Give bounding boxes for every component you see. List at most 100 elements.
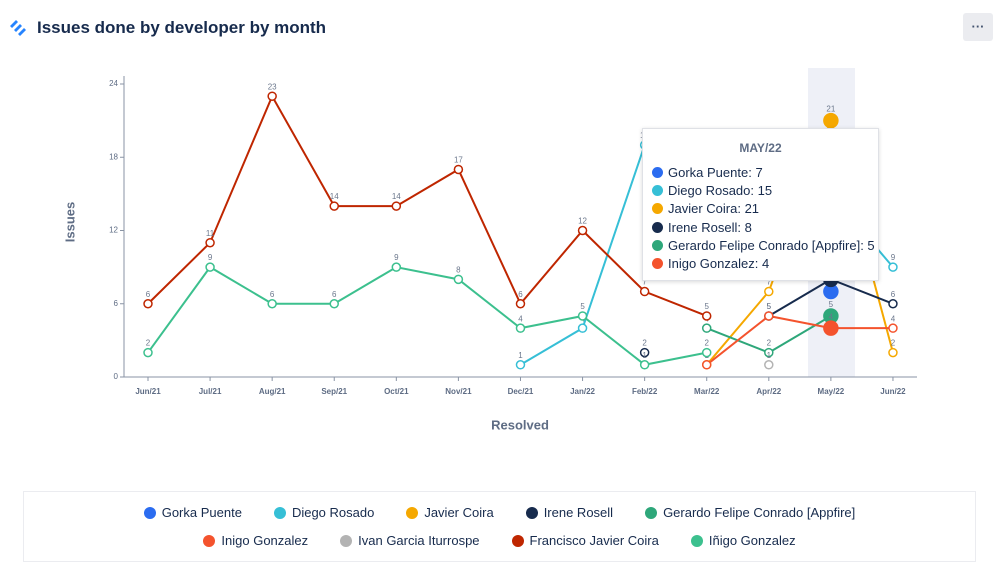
legend-item[interactable]: Inigo Gonzalez xyxy=(203,533,308,548)
data-label: 6 xyxy=(891,290,896,299)
tooltip-text: Javier Coira: 21 xyxy=(668,201,760,217)
data-label: 21 xyxy=(826,105,835,114)
legend-dot xyxy=(525,506,538,519)
y-axis-title: Issues xyxy=(62,202,77,242)
data-point xyxy=(764,286,774,297)
data-point xyxy=(267,299,277,309)
legend-item[interactable]: Iñigo Gonzalez xyxy=(690,533,796,548)
legend: Gorka Puente Diego Rosado Javier Coira Iren… xyxy=(23,491,976,562)
legend-dot xyxy=(406,506,419,519)
legend-dot xyxy=(340,534,353,547)
data-point xyxy=(701,347,712,358)
data-point xyxy=(391,262,402,272)
data-point xyxy=(764,311,774,321)
data-label: 1 xyxy=(642,351,647,360)
data-point xyxy=(764,347,774,358)
data-point xyxy=(329,201,339,211)
data-label: 5 xyxy=(829,300,834,309)
legend-item[interactable]: Irene Rosell xyxy=(525,505,613,520)
data-label: 5 xyxy=(767,302,772,311)
x-tick-label: May/22 xyxy=(818,387,845,396)
data-point xyxy=(577,225,588,236)
legend-item[interactable]: Francisco Javier Coira xyxy=(511,533,659,548)
data-point xyxy=(701,323,712,333)
legend-item[interactable]: Javier Coira xyxy=(406,505,494,520)
legend-label: Iñigo Gonzalez xyxy=(708,533,796,548)
data-point xyxy=(515,323,526,333)
data-point xyxy=(577,323,588,333)
data-label: 6 xyxy=(332,290,337,299)
tooltip-dot xyxy=(652,203,663,215)
x-tick-label: Sep/21 xyxy=(321,387,347,396)
legend-item[interactable]: Diego Rosado xyxy=(273,505,375,520)
data-label: 7 xyxy=(767,278,772,287)
data-point xyxy=(143,347,153,358)
tooltip-dot xyxy=(652,166,663,178)
data-label: 6 xyxy=(270,290,275,299)
data-point xyxy=(888,323,898,333)
data-point xyxy=(639,286,650,297)
tooltip-dot xyxy=(652,258,663,270)
x-tick-label: Jun/21 xyxy=(135,387,161,396)
data-label: 4 xyxy=(518,314,523,323)
data-point xyxy=(639,347,650,358)
data-point xyxy=(267,91,277,101)
tooltip-row: Gerardo Felipe Conrado [Appfire]: 5 xyxy=(643,236,878,254)
data-point xyxy=(639,360,650,370)
data-label: 6 xyxy=(518,290,523,299)
series-line xyxy=(147,93,708,317)
legend-item[interactable]: Gorka Puente xyxy=(143,505,242,520)
tooltip-title: MAY/22 xyxy=(739,141,782,155)
data-label: 17 xyxy=(454,156,463,165)
tooltip-dot xyxy=(652,239,663,251)
x-tick-label: Nov/21 xyxy=(445,387,472,396)
data-label: 2 xyxy=(891,339,896,348)
tooltip: MAY/22 Gorka Puente: 7 Diego Rosado: 15 Jav… xyxy=(642,128,879,281)
x-tick-label: Jun/22 xyxy=(880,387,906,396)
menu-button[interactable]: ··· xyxy=(963,13,993,41)
y-tick-label: 24 xyxy=(109,79,118,88)
y-tick-label: 12 xyxy=(109,226,118,235)
data-label: 1 xyxy=(518,351,523,360)
data-point xyxy=(823,112,839,129)
data-label: 4 xyxy=(829,312,834,321)
x-tick-label: Jan/22 xyxy=(570,387,595,396)
data-point xyxy=(143,299,153,309)
data-label: 14 xyxy=(330,192,339,201)
legend-label: Gerardo Felipe Conrado [Appfire] xyxy=(663,505,856,520)
y-tick-label: 0 xyxy=(114,372,119,381)
y-tick-label: 6 xyxy=(114,299,119,308)
data-label: 9 xyxy=(208,253,213,262)
x-tick-label: Oct/21 xyxy=(384,387,409,396)
data-point xyxy=(205,237,215,248)
tooltip-text: Gerardo Felipe Conrado [Appfire]: 5 xyxy=(668,237,875,253)
x-tick-label: Mar/22 xyxy=(694,387,720,396)
data-point xyxy=(888,347,898,358)
legend-item[interactable]: Gerardo Felipe Conrado [Appfire] xyxy=(645,505,855,520)
y-tick-label: 18 xyxy=(109,152,118,161)
x-tick-label: Aug/21 xyxy=(259,387,286,396)
data-label: 8 xyxy=(456,265,461,274)
data-point xyxy=(515,299,526,309)
data-point xyxy=(453,164,464,175)
data-point xyxy=(823,320,839,336)
data-point xyxy=(329,299,339,309)
legend-label: Inigo Gonzalez xyxy=(221,533,309,548)
data-label: 5 xyxy=(767,302,772,311)
legend-label: Diego Rosado xyxy=(291,505,375,520)
data-label: 2 xyxy=(642,339,647,348)
app-icon xyxy=(10,20,26,36)
data-point xyxy=(205,262,215,272)
tooltip-text: Gorka Puente: 7 xyxy=(668,164,763,180)
title: Issues done by developer by month xyxy=(37,18,327,37)
legend-item[interactable]: Ivan Garcia Iturrospe xyxy=(340,533,480,548)
legend-label: Francisco Javier Coira xyxy=(529,533,659,548)
data-label: 2 xyxy=(146,339,151,348)
data-label: 9 xyxy=(394,253,399,262)
tooltip-row: Gorka Puente: 7 xyxy=(643,163,878,181)
data-label: 23 xyxy=(268,82,277,91)
tooltip-text: Irene Rosell: 8 xyxy=(668,219,752,235)
legend-dot xyxy=(511,534,524,547)
tooltip-row: Javier Coira: 21 xyxy=(643,200,878,218)
x-axis-title: Resolved xyxy=(491,417,549,432)
